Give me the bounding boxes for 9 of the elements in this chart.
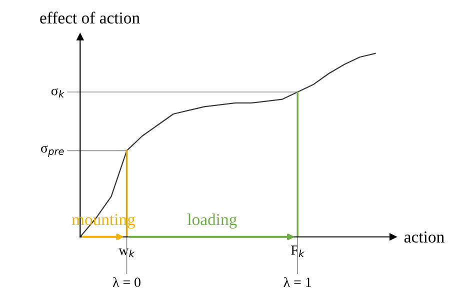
- annotation: λ = 0: [112, 277, 140, 287]
- annotation: λ = 1: [284, 277, 311, 287]
- x-axis-title: action: [404, 231, 444, 243]
- annotation: σ$_{k}$: [51, 88, 64, 98]
- annotation: loading: [188, 213, 237, 229]
- y-axis-title: effect of action: [40, 12, 140, 24]
- x-tick-label: w$_{k}$: [118, 248, 135, 258]
- annotation: σ$_{pre}$: [40, 145, 64, 157]
- x-tick-label: F$_{k}$: [291, 246, 304, 258]
